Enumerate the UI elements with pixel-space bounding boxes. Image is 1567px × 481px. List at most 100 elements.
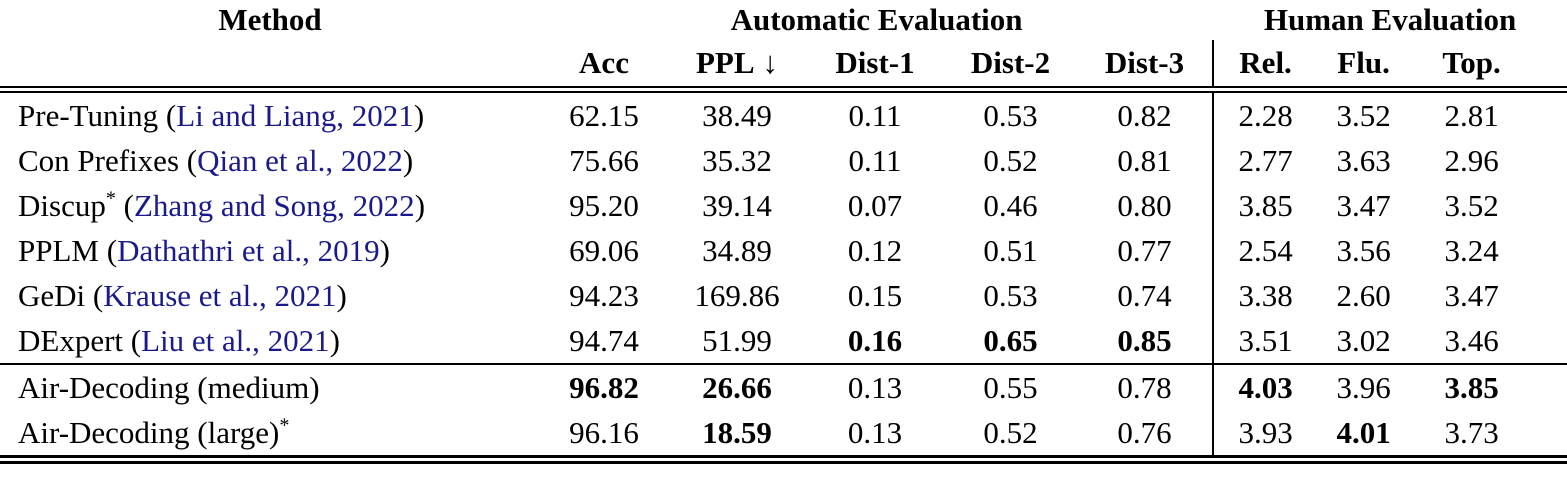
close-paren: ) <box>414 187 426 223</box>
column-header-label: Rel. <box>1239 45 1292 80</box>
method-cell: GeDi (Krause et al., 2021) <box>0 273 540 318</box>
cell-acc: 96.16 <box>540 410 668 464</box>
column-header-label: Dist-3 <box>1104 45 1185 80</box>
cell-acc: 94.74 <box>540 318 668 365</box>
cell-dist1: 0.07 <box>847 187 903 223</box>
table-header: Method Automatic Evaluation Human Evalua… <box>0 0 1567 93</box>
column-header-label: PPL <box>695 45 755 80</box>
cell-acc: 62.15 <box>569 97 639 133</box>
cell-rel: 4.03 <box>1212 364 1318 410</box>
cell-dist3: 0.81 <box>1117 142 1172 178</box>
cell-flu: 3.52 <box>1336 97 1391 133</box>
citation-link[interactable]: Krause et al., 2021 <box>103 277 337 313</box>
cell-flu: 2.60 <box>1336 277 1391 313</box>
method-name: DExpert <box>18 322 124 358</box>
close-paren: ) <box>402 142 414 178</box>
citation-link[interactable]: Liu et al., 2021 <box>141 322 330 358</box>
cell-rel: 2.28 <box>1212 89 1318 138</box>
cell-dist2: 0.65 <box>944 318 1077 365</box>
cell-ppl: 35.32 <box>702 142 772 178</box>
column-header-acc: Acc <box>540 40 668 93</box>
column-header-label: Dist-2 <box>970 45 1051 80</box>
cell-dist3: 0.78 <box>1117 369 1172 405</box>
column-header-flu: Flu. <box>1317 40 1411 93</box>
citation-link[interactable]: Li and Liang, 2021 <box>176 97 414 133</box>
method-name: PPLM <box>18 232 99 268</box>
cell-dist1: 0.15 <box>847 277 903 313</box>
column-header-ppl: PPL ↓ <box>668 40 806 93</box>
column-header-label: Top. <box>1442 45 1501 80</box>
cell-rel: 3.93 <box>1212 410 1318 464</box>
table-row: Con Prefixes (Qian et al., 2022) 75.66 35.… <box>0 138 1567 183</box>
method-name: Air-Decoding (large) <box>18 414 280 450</box>
close-paren: ) <box>379 232 390 268</box>
close-paren: ) <box>329 322 340 358</box>
cell-ppl: 169.86 <box>694 277 780 313</box>
cell-dist2: 0.46 <box>983 187 1038 223</box>
open-paren: ( <box>85 277 104 313</box>
cell-top: 3.24 <box>1444 232 1499 268</box>
open-paren: ( <box>98 232 118 268</box>
asterisk-marker: * <box>279 414 290 437</box>
table-row: PPLM (Dathathri et al., 2019) 69.06 34.89 0… <box>0 228 1567 273</box>
cell-dist1: 0.11 <box>848 97 902 133</box>
citation-link[interactable]: Zhang and Song, 2022 <box>133 187 415 223</box>
cell-dist1: 0.13 <box>847 369 903 405</box>
cell-top: 3.46 <box>1410 318 1567 365</box>
cell-rel: 2.54 <box>1212 228 1318 273</box>
column-header-label: Acc <box>579 45 629 80</box>
cell-dist1: 0.16 <box>806 318 944 365</box>
cell-dist2: 0.52 <box>983 142 1038 178</box>
cell-ppl: 39.14 <box>702 187 772 223</box>
cell-acc: 95.20 <box>569 187 639 223</box>
cell-dist3: 0.82 <box>1117 97 1172 133</box>
cell-ppl: 38.49 <box>702 97 772 133</box>
cell-dist3: 0.74 <box>1117 277 1172 313</box>
method-name: Pre-Tuning <box>18 97 159 133</box>
cell-dist3: 0.76 <box>1077 410 1214 464</box>
open-paren: ( <box>179 142 198 178</box>
method-cell: Air-Decoding (large)* <box>0 410 540 464</box>
cell-rel: 3.38 <box>1212 273 1318 318</box>
open-paren: ( <box>115 187 134 223</box>
citation-link[interactable]: Dathathri et al., 2019 <box>117 232 380 268</box>
cell-acc: 69.06 <box>569 232 639 268</box>
cell-top: 3.73 <box>1410 410 1567 464</box>
method-name: Air-Decoding (medium) <box>18 369 320 405</box>
cell-flu: 4.01 <box>1317 410 1411 464</box>
column-header-dist3: Dist-3 <box>1077 40 1214 93</box>
method-cell: Discup* (Zhang and Song, 2022) <box>0 183 540 228</box>
citation-link[interactable]: Qian et al., 2022 <box>197 142 403 178</box>
column-header-method: Method <box>0 0 540 93</box>
cell-dist1: 0.12 <box>847 232 903 268</box>
column-header-top: Top. <box>1410 40 1567 93</box>
cell-flu: 3.63 <box>1336 142 1391 178</box>
cell-dist2: 0.55 <box>983 369 1038 405</box>
cell-top: 2.81 <box>1444 97 1499 133</box>
cell-ppl: 26.66 <box>702 369 772 405</box>
table-row: Air-Decoding (large)* 96.16 18.59 0.13 0.52 0… <box>0 410 1567 464</box>
cell-rel: 3.85 <box>1212 183 1318 228</box>
asterisk-marker: * <box>105 187 116 210</box>
table-row: Air-Decoding (medium) 96.82 26.66 0.13 0.55 0… <box>0 364 1567 410</box>
cell-dist1: 0.13 <box>806 410 944 464</box>
cell-acc: 75.66 <box>569 142 639 178</box>
column-header-label: Dist-1 <box>835 45 915 80</box>
column-header-dist2: Dist-2 <box>944 40 1077 93</box>
cell-dist2: 0.51 <box>983 232 1038 268</box>
cell-ppl: 34.89 <box>702 232 772 268</box>
cell-flu: 3.47 <box>1336 187 1391 223</box>
cell-dist3: 0.85 <box>1077 318 1214 365</box>
method-cell: Air-Decoding (medium) <box>0 364 540 410</box>
method-cell: PPLM (Dathathri et al., 2019) <box>0 228 540 273</box>
cell-acc: 94.23 <box>569 277 639 313</box>
open-paren: ( <box>123 322 142 358</box>
table-row: Discup* (Zhang and Song, 2022) 95.20 39.14… <box>0 183 1567 228</box>
cell-flu: 3.56 <box>1336 232 1391 268</box>
group-header-human-evaluation: Human Evaluation <box>1263 2 1517 37</box>
cell-acc: 96.82 <box>569 369 639 405</box>
cell-flu: 3.02 <box>1317 318 1411 365</box>
evaluation-results-table: Method Automatic Evaluation Human Evalua… <box>0 0 1567 464</box>
cell-top: 2.96 <box>1444 142 1499 178</box>
cell-dist3: 0.80 <box>1117 187 1172 223</box>
